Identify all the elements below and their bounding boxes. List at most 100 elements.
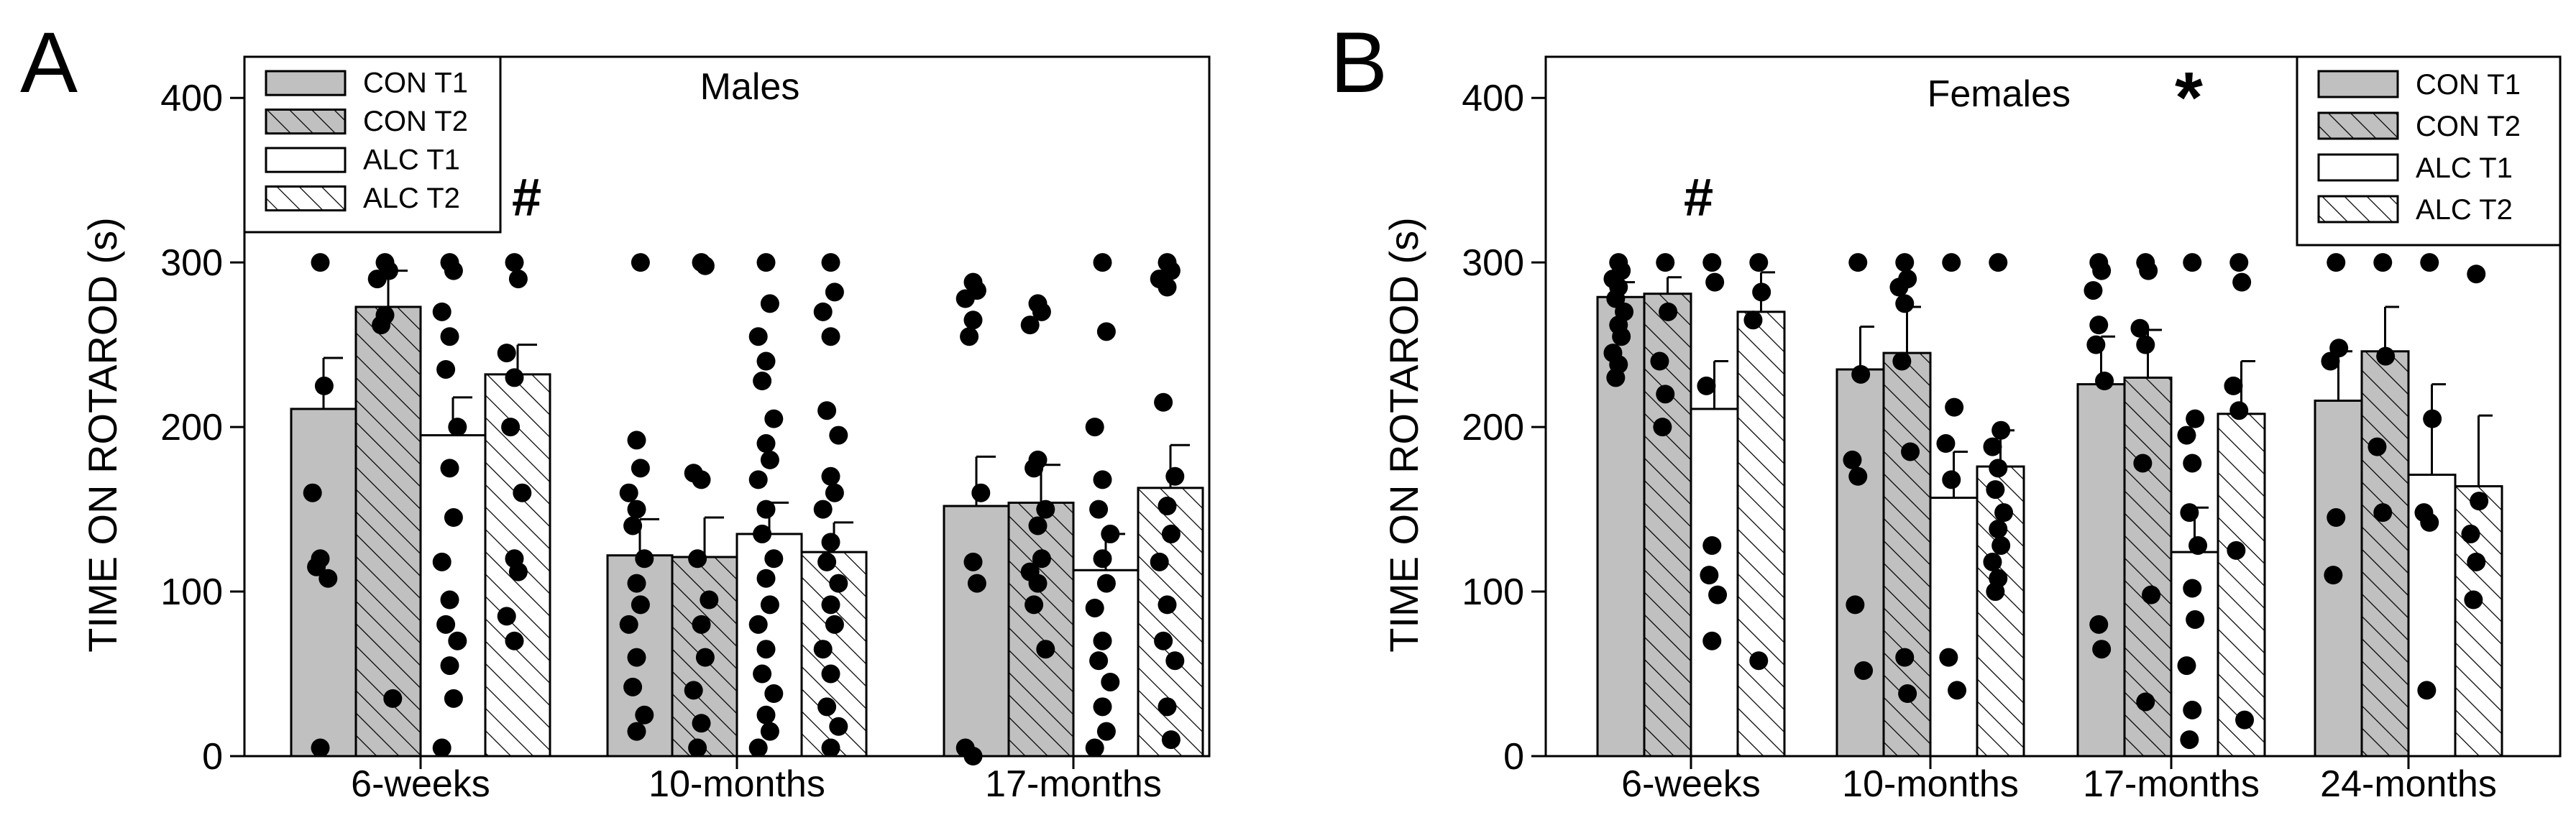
data-point [684,681,703,700]
y-ticks-b: 0 100 200 300 400 [1462,78,1546,778]
data-point [1901,442,1920,461]
y-axis-a: TIME ON ROTAROD (s) [80,217,125,653]
bars-b [1546,253,2560,758]
chart-title-mark-b: * [2175,58,2203,138]
data-point [505,368,524,387]
data-point [1848,253,1868,272]
data-point [372,316,391,335]
x-category-label: 10-months [648,763,825,805]
y-tick-label: 300 [160,242,223,284]
data-point [1036,640,1055,659]
data-point [311,738,330,758]
data-point [2188,535,2208,555]
data-point [1165,651,1185,671]
data-point [1028,574,1048,593]
data-point [1948,681,1967,700]
data-point [1093,253,1112,272]
data-point [748,470,768,489]
data-point [440,590,459,610]
data-point [2183,253,2202,272]
data-point [971,483,991,502]
legend-swatch [265,70,347,96]
data-point [688,738,707,758]
data-point [1983,552,2002,571]
data-point [501,418,521,437]
data-point [2183,579,2202,598]
bar-con-t1-17-months [2076,383,2126,758]
data-point [631,459,650,478]
x-categories-a: 6-weeks 10-months 17-months [351,756,1162,805]
data-point [311,253,330,272]
data-point [436,359,456,379]
data-point [2423,409,2442,428]
data-point [1612,327,1631,346]
legend-swatch [265,109,347,135]
data-point [2177,656,2196,676]
data-point [817,401,837,420]
data-point [756,434,776,454]
y-ticks-a: 0 100 200 300 400 [160,78,244,778]
y-tick-label: 200 [160,407,223,448]
data-point [963,552,983,571]
data-point [692,615,711,634]
data-point [1154,631,1173,650]
legend-swatch [2317,153,2399,182]
data-point [2327,253,2346,272]
data-point [1895,294,1915,313]
data-point [635,549,654,569]
data-point [753,372,772,391]
data-point [1708,585,1728,604]
data-point [444,508,463,528]
data-point [2376,346,2396,366]
y-tick-label: 0 [1503,736,1524,778]
data-point [1036,500,1055,519]
data-point [2183,454,2202,473]
bar-con-t1-17-months [943,505,1010,758]
data-point [627,722,646,741]
data-point [1749,253,1769,272]
data-point [2467,552,2486,571]
data-point [1089,500,1109,519]
data-point [1650,351,1669,371]
data-point [1161,524,1181,543]
data-point [432,552,452,571]
data-point [2139,261,2158,280]
data-point [1659,302,1678,321]
data-point [2084,281,2103,300]
data-point [1154,392,1173,412]
data-point [497,344,516,363]
data-point [1158,277,1177,297]
data-point [1892,351,1912,371]
data-point [2229,401,2249,420]
data-point [1101,524,1120,543]
data-point [963,310,983,330]
y-axis-b: TIME ON ROTAROD (s) [1381,217,1426,653]
x-category-label: 17-months [2083,763,2260,805]
data-point [1093,631,1112,650]
data-point [2183,700,2202,719]
data-point [1994,503,2014,523]
data-point [2227,540,2246,560]
bar-con-t2-24-months [2360,350,2410,758]
data-point [631,595,650,615]
data-point [695,648,715,667]
data-point [2373,503,2393,523]
data-point [1653,418,1672,437]
data-point [2229,253,2249,272]
data-point [756,351,776,371]
bar-con-t1-10-months [1835,368,1885,758]
x-category-label: 6-weeks [1621,763,1761,805]
data-point [508,562,528,581]
data-point [1991,535,2011,555]
data-point [1093,470,1112,489]
data-point [505,253,524,272]
x-categories-b: 6-weeks 10-months 17-months 24-months [1621,756,2497,805]
data-point [2186,409,2205,428]
data-point [688,549,707,569]
data-point [756,500,776,519]
data-point [1945,397,1964,417]
data-point [756,640,776,659]
data-point [764,684,784,704]
data-point [1085,598,1104,617]
legend-label: CON T1 [363,67,468,98]
